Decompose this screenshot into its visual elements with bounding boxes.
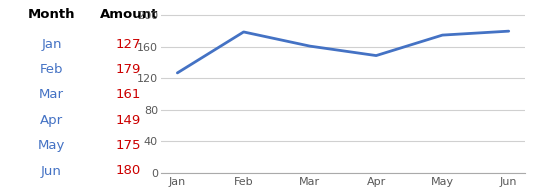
Text: 179: 179 [116, 63, 142, 76]
Text: 175: 175 [116, 139, 142, 152]
Text: 127: 127 [116, 38, 142, 51]
Text: Month: Month [28, 8, 75, 20]
Text: Mar: Mar [39, 88, 64, 101]
Text: May: May [38, 139, 65, 152]
Text: Amount: Amount [100, 8, 158, 20]
Text: Feb: Feb [40, 63, 63, 76]
Text: 180: 180 [116, 164, 142, 177]
Text: Jun: Jun [41, 164, 62, 177]
Text: 149: 149 [116, 114, 142, 127]
Text: Apr: Apr [40, 114, 63, 127]
Text: 161: 161 [116, 88, 142, 101]
Text: Jan: Jan [41, 38, 62, 51]
